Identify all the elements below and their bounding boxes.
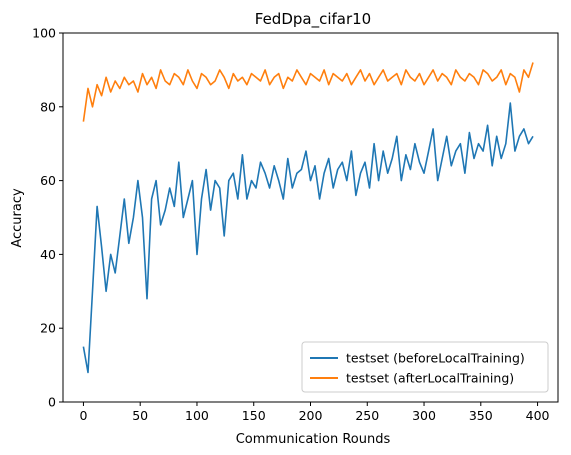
series-line-2 <box>82 62 534 122</box>
y-tick-label: 20 <box>40 321 56 336</box>
x-tick-label: 150 <box>242 408 266 423</box>
legend: testset (beforeLocalTraining) testset (af… <box>301 341 549 393</box>
x-axis-label: Communication Rounds <box>236 432 391 447</box>
y-tick-label: 100 <box>32 26 56 41</box>
legend-label-2: testset (afterLocalTraining) <box>346 371 514 386</box>
chart-title: FedDpa_cifar10 <box>255 10 371 29</box>
x-tick-label: 400 <box>526 408 550 423</box>
y-axis-label: Accuracy <box>10 188 25 248</box>
legend-label-1: testset (beforeLocalTraining) <box>346 351 525 366</box>
y-tick-label: 60 <box>40 173 56 188</box>
legend-box <box>301 341 549 393</box>
series-line-1 <box>82 102 534 374</box>
x-tick-label: 100 <box>185 408 209 423</box>
x-tick-label: 200 <box>299 408 323 423</box>
y-tick-label: 80 <box>40 99 56 114</box>
x-tick-label: 50 <box>132 408 148 423</box>
x-tick-label: 250 <box>355 408 379 423</box>
x-tick-label: 350 <box>469 408 493 423</box>
x-tick-label: 0 <box>79 408 87 423</box>
x-tick-label: 300 <box>412 408 436 423</box>
y-tick-label: 40 <box>40 247 56 262</box>
plot-area <box>82 62 534 374</box>
y-tick-label: 0 <box>48 395 56 410</box>
axes: 0 50 100 150 200 250 300 350 400 0 20 40 60 80 100 <box>32 26 559 423</box>
